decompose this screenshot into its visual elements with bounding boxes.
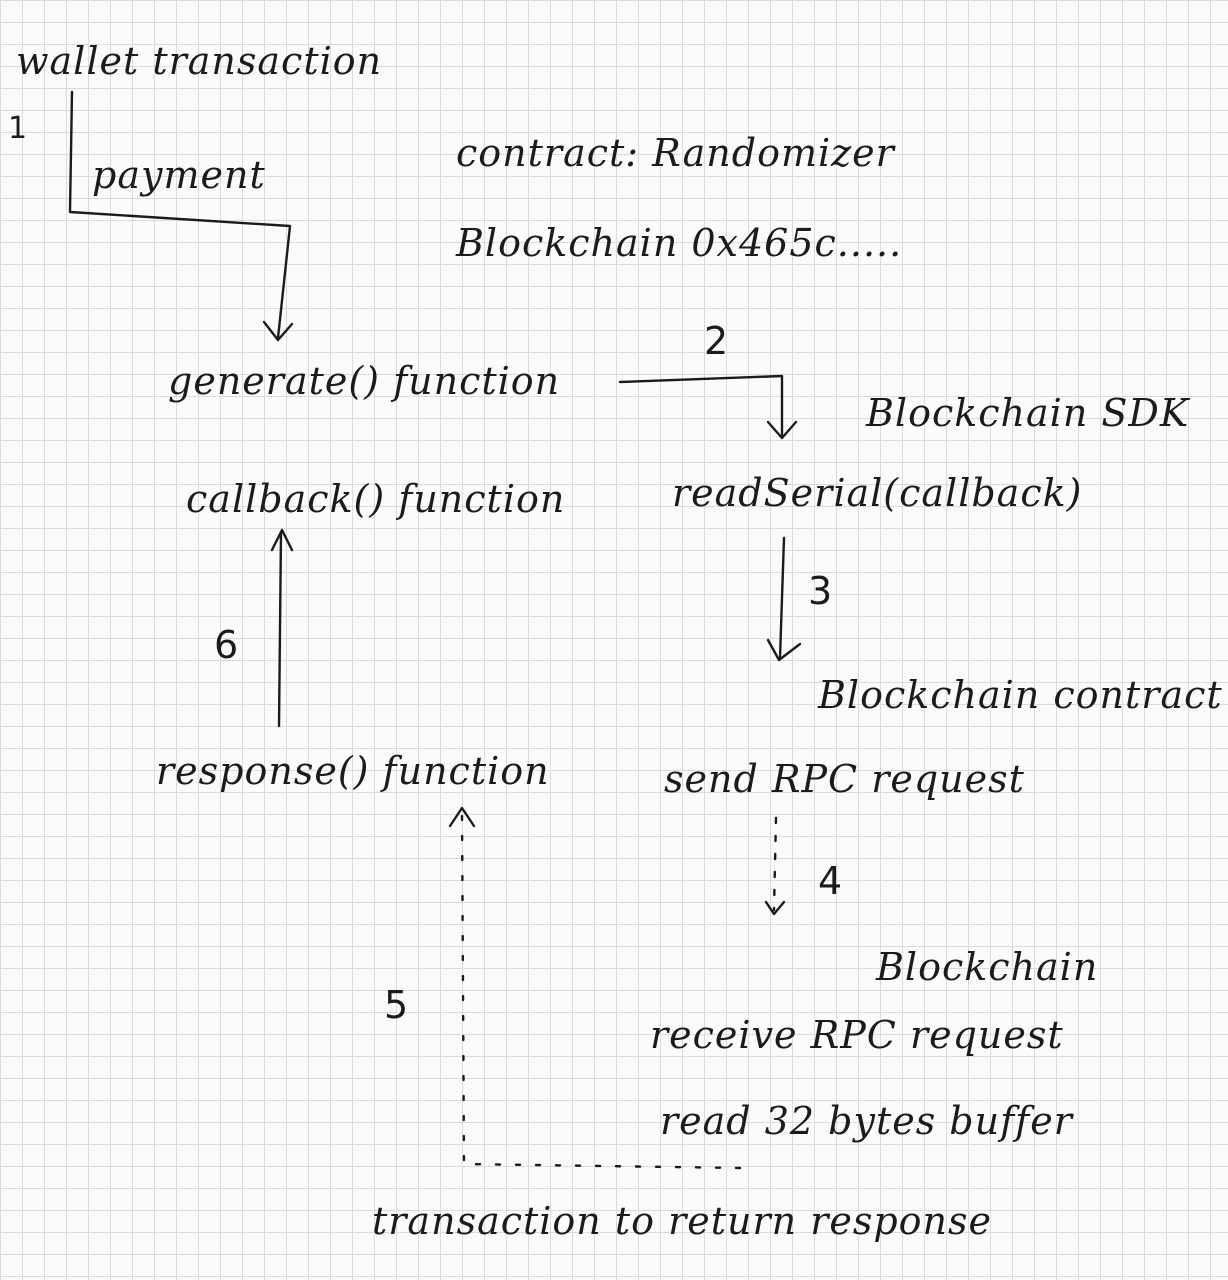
callback-function-label: callback() function	[186, 477, 566, 521]
arrow-step-6	[277, 530, 283, 728]
step-number-2: 2	[704, 319, 729, 363]
read-bytes-label: read 32 bytes buffer	[660, 1099, 1073, 1143]
blockchain-address-label: Blockchain 0x465c.....	[456, 221, 903, 265]
step-number-4: 4	[818, 859, 843, 903]
arrow-step-1	[68, 90, 292, 340]
arrowhead-step-1	[262, 320, 294, 342]
step-number-6: 6	[214, 623, 239, 667]
arrowhead-step-3	[766, 638, 802, 662]
receive-rpc-label: receive RPC request	[650, 1013, 1064, 1057]
blockchain-contract-label: Blockchain contract	[818, 673, 1223, 717]
arrowhead-step-4	[764, 900, 786, 916]
response-function-label: response() function	[156, 749, 550, 793]
generate-function-label: generate() function	[168, 359, 561, 403]
arrowhead-step-2	[766, 420, 798, 440]
arrow-step-4	[772, 816, 778, 912]
wallet-transaction-label: wallet transaction	[16, 39, 383, 83]
arrow-step-3	[778, 536, 786, 660]
send-rpc-label: send RPC request	[664, 757, 1025, 801]
blockchain-sdk-label: Blockchain SDK	[866, 391, 1190, 435]
step-number-5: 5	[384, 983, 409, 1027]
arrowhead-step-6	[270, 528, 294, 552]
payment-label: payment	[92, 153, 266, 197]
step-number-3: 3	[808, 569, 833, 613]
return-transaction-label: transaction to return response	[372, 1199, 993, 1243]
arrow-step-2	[618, 374, 784, 438]
blockchain-label: Blockchain	[876, 945, 1099, 989]
arrowhead-step-5	[448, 806, 476, 828]
contract-name-label: contract: Randomizer	[456, 131, 895, 175]
step-number-1: 1	[8, 111, 28, 146]
read-serial-label: readSerial(callback)	[672, 471, 1083, 515]
